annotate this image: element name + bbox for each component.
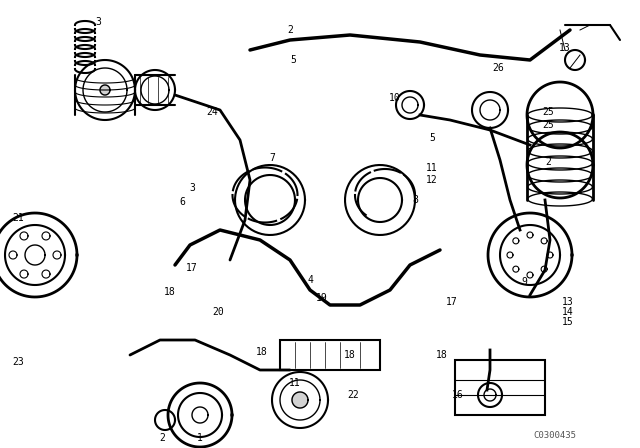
Text: 25: 25 (542, 120, 554, 130)
Polygon shape (292, 392, 308, 408)
Text: 20: 20 (212, 307, 224, 317)
Text: 2: 2 (545, 157, 551, 167)
Text: 18: 18 (436, 350, 448, 360)
Text: 11: 11 (426, 163, 438, 173)
Text: 15: 15 (562, 317, 574, 327)
Text: 26: 26 (492, 63, 504, 73)
Text: 24: 24 (206, 107, 218, 117)
Text: 2: 2 (159, 433, 165, 443)
Text: 18: 18 (164, 287, 176, 297)
Text: 25: 25 (542, 107, 554, 117)
Bar (455, 360, 545, 415)
Text: 17: 17 (446, 297, 458, 307)
Text: 5: 5 (290, 55, 296, 65)
Text: 6: 6 (179, 197, 185, 207)
Text: 7: 7 (269, 153, 275, 163)
Text: 14: 14 (562, 307, 574, 317)
Text: 12: 12 (426, 175, 438, 185)
Text: 10: 10 (389, 93, 401, 103)
Text: 17: 17 (186, 263, 198, 273)
Text: 13: 13 (559, 43, 571, 53)
Text: 2: 2 (287, 25, 293, 35)
Text: 1: 1 (197, 433, 203, 443)
Text: 5: 5 (429, 133, 435, 143)
Text: 13: 13 (562, 297, 574, 307)
Text: C0300435: C0300435 (534, 431, 577, 439)
Text: 23: 23 (12, 357, 24, 367)
Text: 3: 3 (95, 17, 101, 27)
Text: 9: 9 (521, 277, 527, 287)
Polygon shape (100, 85, 110, 95)
Text: 16: 16 (452, 390, 464, 400)
Text: 22: 22 (347, 390, 359, 400)
Text: 19: 19 (316, 293, 328, 303)
Text: 3: 3 (189, 183, 195, 193)
Text: 18: 18 (344, 350, 356, 360)
Text: 11: 11 (289, 378, 301, 388)
Text: 4: 4 (307, 275, 313, 285)
Text: 18: 18 (256, 347, 268, 357)
Text: 8: 8 (412, 195, 418, 205)
Bar (280, 340, 380, 370)
Text: 21: 21 (12, 213, 24, 223)
